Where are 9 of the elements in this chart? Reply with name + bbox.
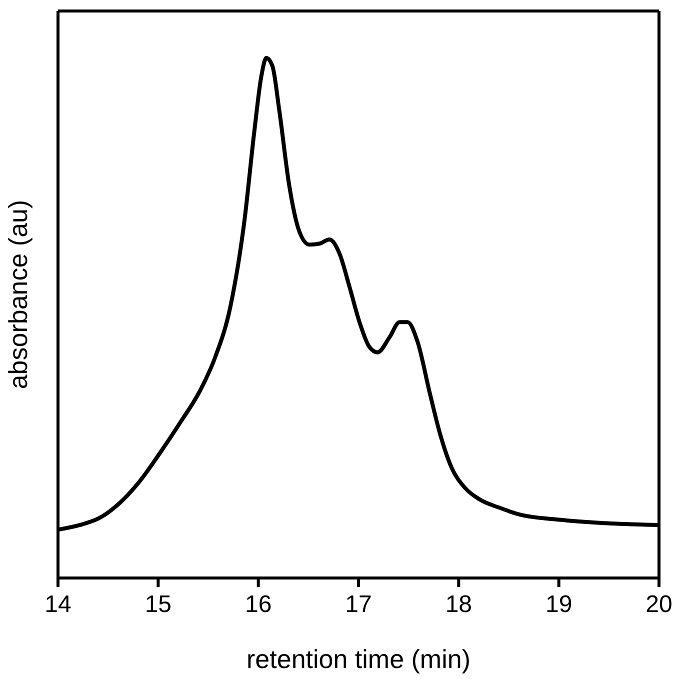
x-axis-title: retention time (min) [246,644,470,674]
x-tick-label: 15 [144,591,172,618]
x-tick-label: 17 [345,591,372,618]
x-tick-label: 20 [646,591,672,618]
x-tick-label: 16 [244,591,272,618]
x-tick-label: 14 [44,591,72,618]
x-tick-label: 19 [545,591,572,618]
x-tick-label: 18 [445,591,472,618]
y-axis-title: absorbance (au) [3,200,34,390]
